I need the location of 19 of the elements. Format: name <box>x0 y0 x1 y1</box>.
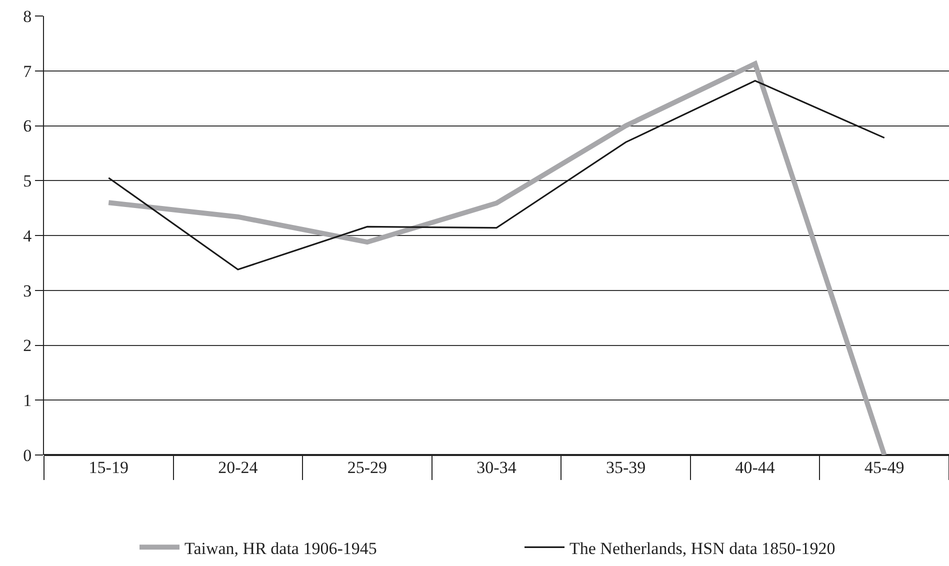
x-tick-label: 20-24 <box>218 458 258 477</box>
y-tick-label: 2 <box>23 336 32 356</box>
y-tick-label: 3 <box>23 281 32 300</box>
line-series <box>108 80 886 270</box>
x-tick-label: 40-44 <box>735 458 776 477</box>
y-tick-label: 4 <box>23 226 32 246</box>
x-tick-label: 45-49 <box>864 458 904 477</box>
x-tick-label: 35-39 <box>606 458 646 477</box>
y-tick-label: 5 <box>23 172 32 191</box>
y-tick-label: 1 <box>23 391 32 410</box>
y-tick-label: 0 <box>23 446 32 465</box>
x-tick-label: 30-34 <box>476 458 517 477</box>
legend-label: The Netherlands, HSN data 1850-1920 <box>570 538 836 558</box>
legend-label: Taiwan, HR data 1906-1945 <box>184 538 377 558</box>
x-tick-label: 25-29 <box>347 458 388 477</box>
x-tick-label: 15-19 <box>88 458 128 477</box>
y-tick-label: 8 <box>23 6 32 26</box>
y-tick-label: 6 <box>23 116 32 136</box>
y-tick-label: 7 <box>23 62 32 81</box>
